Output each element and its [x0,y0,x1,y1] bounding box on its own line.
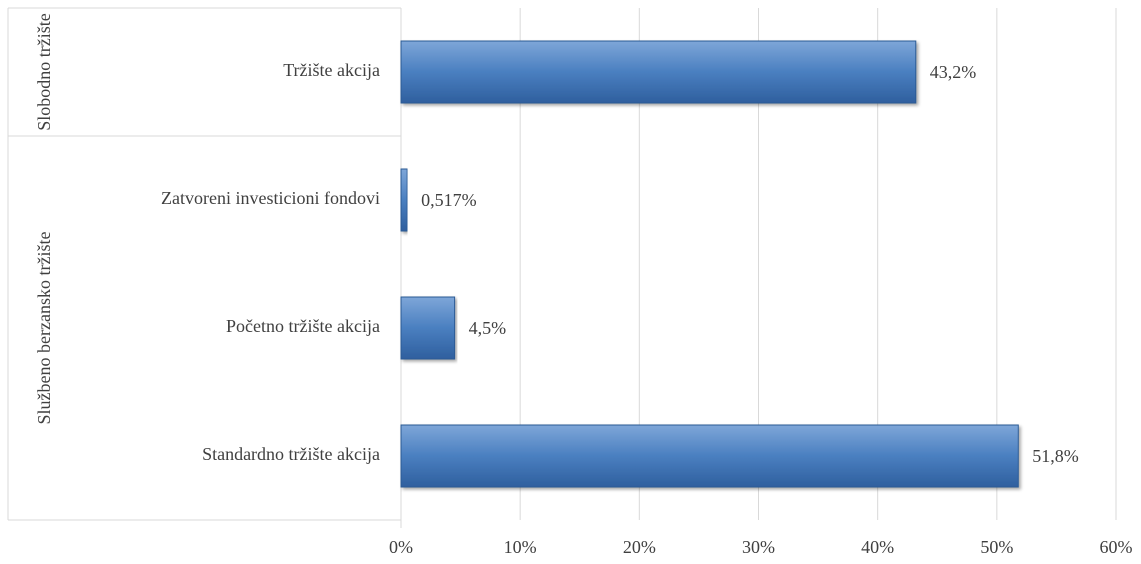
data-label: 51,8% [1032,446,1079,466]
x-tick-label: 0% [389,537,413,557]
group-label: Slobodno tržište [34,13,54,131]
y-tick-label: Tržište akcija [283,60,380,80]
data-label: 0,517% [421,190,477,210]
y-tick-label: Zatvoreni investicioni fondovi [161,188,380,208]
y-tick-label: Standardno tržište akcija [202,444,380,464]
x-tick-label: 40% [861,537,894,557]
bar [400,296,456,360]
x-tick-label: 20% [623,537,656,557]
bar [400,40,917,104]
x-tick-label: 50% [980,537,1013,557]
bar [400,168,408,232]
group-label: Službeno berzansko tržište [34,231,54,425]
bar [400,424,1019,488]
y-tick-label: Početno tržište akcija [226,316,380,336]
x-tick-label: 30% [742,537,775,557]
data-label: 4,5% [469,318,507,338]
x-tick-label: 60% [1100,537,1133,557]
x-tick-label: 10% [504,537,537,557]
data-label: 43,2% [930,62,977,82]
